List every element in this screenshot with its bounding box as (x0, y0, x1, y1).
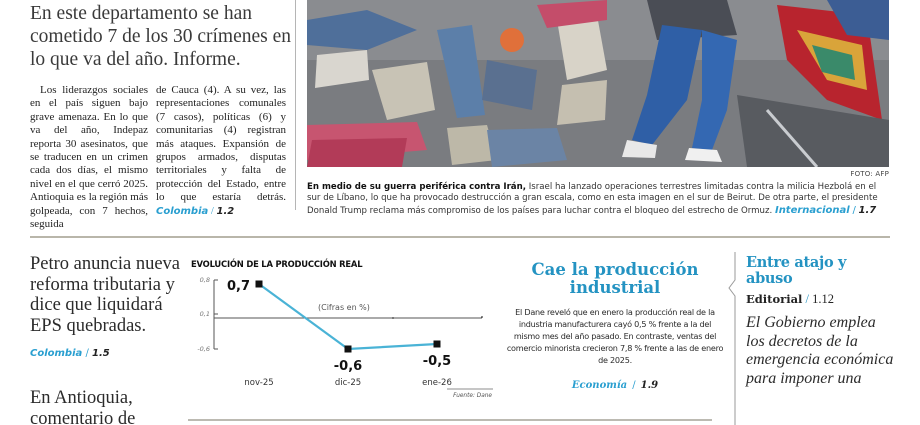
page-ref: 1.5 (92, 348, 110, 359)
column-divider (295, 0, 296, 210)
page-ref: 1.7 (858, 204, 877, 216)
ytick-label: 0,1 (200, 310, 210, 318)
line-chart: 0,8 0,1 -0,6 (Cifras en %) 0,7 -0,6 -0,5… (197, 276, 493, 399)
xtick-label: dic-25 (335, 378, 361, 388)
data-label: -0,6 (334, 359, 362, 374)
xtick-label: ene-26 (422, 378, 452, 388)
cae-section-ref: Economía / 1.9 (505, 373, 725, 392)
chart-source: Fuente: Dane (453, 393, 492, 399)
petro-section-ref: Colombia / 1.5 (30, 348, 110, 359)
headline-antioquia[interactable]: En Antioquia, comentario de (30, 388, 136, 425)
photo-credit: FOTO: AFP (850, 170, 889, 178)
editorial-section-ref: Editorial / 1.12 (746, 292, 834, 307)
ytick-label: -0,6 (197, 345, 210, 353)
rubble-photo-illustration (307, 0, 889, 167)
photo-caption: En medio de su guerra periférica contra … (307, 182, 892, 217)
section-link-colombia[interactable]: Colombia (30, 348, 83, 359)
caption-lead: En medio de su guerra periférica contra … (307, 182, 526, 192)
data-point[interactable] (344, 345, 352, 353)
news-photo (307, 0, 889, 167)
section-slash: / (852, 204, 856, 216)
page-ref: 1.9 (640, 380, 659, 391)
section-link-colombia[interactable]: Colombia (156, 205, 209, 217)
caption-text: Israel ha lanzado operaciones terrestres… (307, 182, 878, 216)
data-point[interactable] (433, 340, 441, 348)
article-body-col2: de Cauca (4). A su vez, las representaci… (156, 84, 286, 218)
section-slash: / (632, 380, 636, 391)
article-body-col1: Los liderazgos sociales en el país sigue… (30, 84, 148, 231)
section-slash: / (211, 205, 214, 217)
chart-title: EVOLUCIÓN DE LA PRODUCCIÓN REAL (191, 259, 363, 269)
section-slash: / (805, 292, 810, 306)
section-label-editorial[interactable]: Editorial (746, 292, 803, 306)
headline-cae-produccion[interactable]: Cae la producción industrial (531, 260, 699, 297)
article-deck: En este departamento se han cometido 7 d… (30, 3, 292, 70)
chart-note: (Cifras en %) (318, 303, 370, 312)
y-axis (213, 279, 218, 350)
article-body-col2-text: de Cauca (4). A su vez, las representaci… (156, 84, 286, 204)
cae-body: El Dane reveló que en enero la producció… (506, 307, 724, 365)
headline-editorial[interactable]: Entre atajo y abuso (746, 254, 847, 287)
data-point[interactable] (255, 280, 263, 288)
section-link-economia[interactable]: Economía (571, 380, 628, 391)
section-divider-bottom (188, 419, 712, 421)
tick-dot (392, 317, 394, 319)
editorial-bracket (728, 252, 736, 425)
data-label: 0,7 (227, 279, 250, 294)
page-ref: 1.12 (812, 292, 835, 306)
series-line (258, 283, 438, 351)
headline-petro[interactable]: Petro anuncia nueva reforma tributaria y… (30, 254, 180, 336)
ytick-label: 0,8 (200, 276, 210, 284)
xtick-label: nov-25 (244, 378, 273, 388)
editorial-body: El Gobierno emplea los decretos de la em… (746, 314, 894, 387)
data-label: -0,5 (423, 354, 451, 369)
section-link-internacional[interactable]: Internacional (774, 204, 850, 216)
page-ref: 1.2 (216, 205, 235, 217)
section-slash: / (85, 348, 89, 359)
section-divider (30, 236, 890, 238)
tick-dot (481, 316, 483, 318)
